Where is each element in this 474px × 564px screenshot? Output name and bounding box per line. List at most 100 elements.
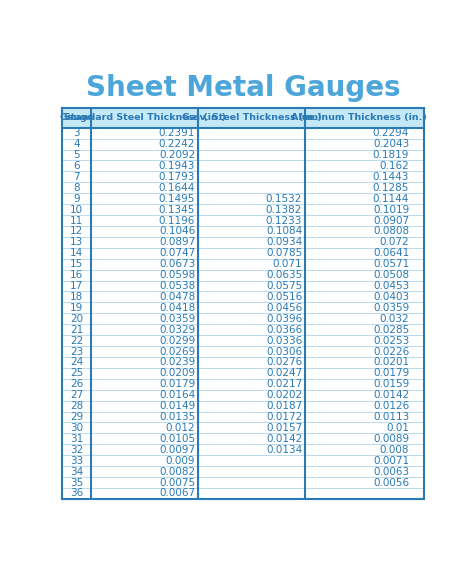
Text: 29: 29 — [70, 412, 83, 422]
Text: 0.0453: 0.0453 — [373, 281, 409, 291]
Text: 0.0359: 0.0359 — [159, 314, 195, 324]
Text: 9: 9 — [73, 193, 80, 204]
Text: 0.1144: 0.1144 — [373, 193, 409, 204]
Bar — [62, 248, 424, 259]
Bar — [62, 422, 424, 433]
Text: 32: 32 — [70, 445, 83, 455]
Text: 0.0105: 0.0105 — [159, 434, 195, 444]
Bar — [62, 357, 424, 368]
Text: 0.0808: 0.0808 — [373, 226, 409, 236]
Bar — [62, 280, 424, 292]
Text: 0.0187: 0.0187 — [266, 401, 302, 411]
Text: 0.0934: 0.0934 — [266, 237, 302, 248]
Bar — [62, 127, 424, 139]
Text: 17: 17 — [70, 281, 83, 291]
Text: 0.0641: 0.0641 — [373, 248, 409, 258]
Text: 0.072: 0.072 — [380, 237, 409, 248]
Text: 0.0366: 0.0366 — [266, 325, 302, 334]
Text: 0.0164: 0.0164 — [159, 390, 195, 400]
Text: 11: 11 — [70, 215, 83, 226]
Text: 16: 16 — [70, 270, 83, 280]
Text: 0.0134: 0.0134 — [266, 445, 302, 455]
Text: 0.0396: 0.0396 — [266, 314, 302, 324]
Bar — [62, 346, 424, 357]
Text: 0.0329: 0.0329 — [159, 325, 195, 334]
Text: 0.0201: 0.0201 — [373, 358, 409, 367]
Text: 24: 24 — [70, 358, 83, 367]
Text: 0.0217: 0.0217 — [266, 379, 302, 389]
Text: 26: 26 — [70, 379, 83, 389]
Bar — [62, 379, 424, 390]
Text: 0.0575: 0.0575 — [266, 281, 302, 291]
Text: 0.0785: 0.0785 — [266, 248, 302, 258]
Text: 0.0747: 0.0747 — [159, 248, 195, 258]
Text: 0.0126: 0.0126 — [373, 401, 409, 411]
Text: 0.1943: 0.1943 — [159, 161, 195, 171]
Text: 15: 15 — [70, 259, 83, 269]
Text: 0.0276: 0.0276 — [266, 358, 302, 367]
Text: 0.1345: 0.1345 — [159, 205, 195, 215]
Bar — [62, 488, 424, 499]
Text: 0.0538: 0.0538 — [159, 281, 195, 291]
Text: 0.1285: 0.1285 — [373, 183, 409, 193]
Text: 0.071: 0.071 — [273, 259, 302, 269]
Text: 0.1532: 0.1532 — [266, 193, 302, 204]
Text: 7: 7 — [73, 172, 80, 182]
Text: 0.1443: 0.1443 — [373, 172, 409, 182]
Text: 0.0159: 0.0159 — [373, 379, 409, 389]
Bar — [62, 149, 424, 161]
Bar — [62, 108, 424, 127]
Bar — [62, 204, 424, 215]
Text: 0.1644: 0.1644 — [159, 183, 195, 193]
Text: 27: 27 — [70, 390, 83, 400]
Bar — [62, 182, 424, 193]
Text: 0.1233: 0.1233 — [266, 215, 302, 226]
Text: 0.012: 0.012 — [165, 423, 195, 433]
Text: 0.162: 0.162 — [380, 161, 409, 171]
Text: 0.2092: 0.2092 — [159, 150, 195, 160]
Text: 0.0571: 0.0571 — [373, 259, 409, 269]
Text: 0.2043: 0.2043 — [373, 139, 409, 149]
Bar — [62, 444, 424, 455]
Text: 0.0135: 0.0135 — [159, 412, 195, 422]
Text: 3: 3 — [73, 128, 80, 138]
Text: 0.0056: 0.0056 — [373, 478, 409, 487]
Text: 0.0598: 0.0598 — [159, 270, 195, 280]
Text: 13: 13 — [70, 237, 83, 248]
Text: 0.0269: 0.0269 — [159, 346, 195, 356]
Text: 0.0635: 0.0635 — [266, 270, 302, 280]
Text: Aluminum Thickness (in.): Aluminum Thickness (in.) — [291, 113, 427, 122]
Text: 0.0089: 0.0089 — [373, 434, 409, 444]
Text: 25: 25 — [70, 368, 83, 378]
Bar — [62, 412, 424, 422]
Bar — [62, 314, 424, 324]
Text: 0.0299: 0.0299 — [159, 336, 195, 346]
Text: 19: 19 — [70, 303, 83, 313]
Bar — [62, 466, 424, 477]
Bar — [62, 390, 424, 400]
Text: 0.0516: 0.0516 — [266, 292, 302, 302]
Text: 0.1019: 0.1019 — [373, 205, 409, 215]
Text: 0.1819: 0.1819 — [373, 150, 409, 160]
Text: 0.0067: 0.0067 — [159, 488, 195, 499]
Text: 8: 8 — [73, 183, 80, 193]
Text: 0.0071: 0.0071 — [373, 456, 409, 466]
Bar — [62, 368, 424, 379]
Text: 14: 14 — [70, 248, 83, 258]
Text: 0.0359: 0.0359 — [373, 303, 409, 313]
Bar — [62, 292, 424, 302]
Text: 0.0179: 0.0179 — [159, 379, 195, 389]
Text: 5: 5 — [73, 150, 80, 160]
Text: 0.0113: 0.0113 — [373, 412, 409, 422]
Text: 0.1382: 0.1382 — [266, 205, 302, 215]
Text: 0.0478: 0.0478 — [159, 292, 195, 302]
Text: 0.2294: 0.2294 — [373, 128, 409, 138]
Text: 28: 28 — [70, 401, 83, 411]
Text: 0.0336: 0.0336 — [266, 336, 302, 346]
Text: 20: 20 — [70, 314, 83, 324]
Text: 0.0907: 0.0907 — [373, 215, 409, 226]
Bar — [62, 215, 424, 226]
Bar — [62, 171, 424, 182]
Text: 0.0149: 0.0149 — [159, 401, 195, 411]
Bar — [62, 161, 424, 171]
